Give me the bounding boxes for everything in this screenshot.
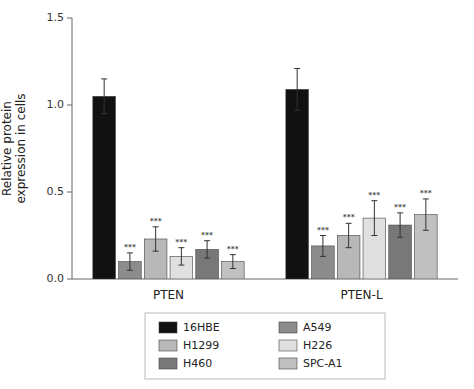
legend-label: SPC-A1: [303, 357, 343, 370]
significance-label: ***: [175, 238, 187, 247]
error-bar: [101, 79, 107, 114]
significance-label: ***: [201, 231, 213, 240]
y-tick-label: 1.5: [47, 11, 65, 24]
bar: [286, 89, 309, 279]
significance-label: ***: [227, 245, 239, 254]
legend-label: 16HBE: [183, 321, 220, 334]
significance-label: ***: [394, 203, 406, 212]
category-label: PTEN-L: [340, 288, 382, 302]
significance-label: ***: [124, 243, 136, 252]
y-tick-label: 1.0: [47, 98, 65, 111]
bars: [93, 68, 437, 279]
legend-swatch: [279, 340, 297, 351]
y-tick: [67, 192, 72, 193]
legend-frame: [145, 313, 385, 379]
y-axis: 0.0 0.5 1.0 1.5: [47, 11, 459, 285]
error-bar: [346, 223, 352, 247]
significance-label: ***: [420, 189, 432, 198]
legend-swatch: [159, 358, 177, 369]
error-bar: [178, 248, 184, 265]
chart: 0.0 0.5 1.0 1.5 Relative proteinexpression i…: [0, 0, 474, 389]
significance-label: ***: [368, 191, 380, 200]
legend: 16HBE A549 H1299 H226 H460 SPC-A1: [145, 313, 385, 379]
bar: [93, 96, 116, 279]
significance-label: ***: [317, 226, 329, 235]
y-tick: [67, 279, 72, 280]
legend-label: H226: [303, 339, 332, 352]
legend-label: H1299: [183, 339, 219, 352]
y-tick: [67, 18, 72, 19]
y-axis-line: [72, 18, 73, 279]
significance-label: ***: [150, 217, 162, 226]
legend-swatch: [279, 322, 297, 333]
legend-swatch: [159, 322, 177, 333]
legend-swatch: [159, 340, 177, 351]
y-axis-label: Relative proteinexpression in cells: [0, 93, 28, 203]
error-bar: [371, 201, 377, 236]
y-tick: [67, 105, 72, 106]
legend-swatch: [279, 358, 297, 369]
y-tick-label: 0.5: [47, 185, 65, 198]
error-bar: [204, 241, 210, 258]
error-bar: [320, 236, 326, 257]
legend-label: H460: [183, 357, 212, 370]
error-bar: [294, 68, 300, 110]
significance-label: ***: [343, 213, 355, 222]
error-bar: [423, 199, 429, 230]
legend-label: A549: [303, 321, 332, 334]
error-bar: [153, 227, 159, 251]
error-bar: [397, 213, 403, 237]
annotations: *** *** *** *** *** *** *** *** *** ***: [124, 189, 432, 254]
y-tick-label: 0.0: [47, 272, 65, 285]
category-label: PTEN: [153, 288, 184, 302]
error-bar: [127, 253, 133, 270]
error-bar: [230, 255, 236, 269]
